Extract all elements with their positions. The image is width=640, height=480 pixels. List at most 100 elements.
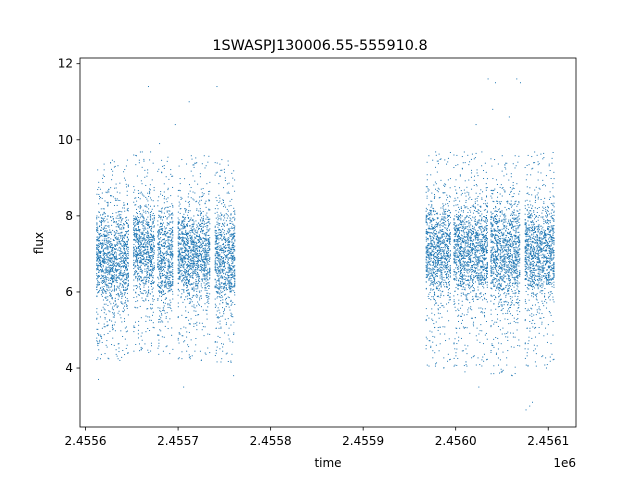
data-point [218,224,220,226]
data-point [202,217,204,219]
data-point [188,279,190,281]
data-point [219,223,221,225]
data-point [125,304,127,306]
data-point [96,249,98,251]
data-point [158,266,160,268]
data-point [111,277,113,279]
data-point [119,253,121,255]
data-point [221,214,223,216]
data-point [207,271,209,273]
data-point [103,289,105,291]
data-point [183,244,185,246]
data-point [123,237,125,239]
data-point [180,243,182,245]
data-point [203,249,205,251]
data-point [116,215,118,217]
data-point [138,244,140,246]
data-point [205,252,207,254]
data-point [202,273,204,275]
data-point [160,291,162,293]
data-point [233,250,235,252]
data-point [218,255,220,257]
data-point [163,269,165,271]
data-point [196,305,198,307]
data-point [106,289,108,291]
data-point [126,203,128,205]
data-point [220,260,222,262]
data-point [97,228,99,230]
data-point [200,251,202,253]
data-point [172,278,174,280]
data-point [171,212,173,214]
data-point [150,247,152,249]
data-point [169,353,171,355]
data-point [115,279,117,281]
data-point [196,288,198,290]
data-point [125,264,127,266]
data-point [99,236,101,238]
data-point [189,252,191,254]
data-point [218,279,220,281]
data-point [178,201,180,203]
data-point [215,286,217,288]
data-point [218,270,220,272]
data-point [198,264,200,266]
data-point [162,321,164,323]
data-point [185,238,187,240]
data-point [230,271,232,273]
data-point [228,192,230,194]
data-point [166,201,168,203]
data-point [146,239,148,241]
data-point [139,229,141,231]
data-point [225,293,227,295]
data-point [217,234,219,236]
data-point [219,265,221,267]
data-point [204,258,206,260]
data-point [145,206,147,208]
data-point [138,343,140,345]
data-point [200,269,202,271]
data-point [97,341,99,343]
data-point [150,303,152,305]
data-point [225,288,227,290]
data-point [207,248,209,250]
data-point [200,212,202,214]
data-point [98,333,100,335]
data-point [165,227,167,229]
data-point [225,257,227,259]
data-point [150,227,152,229]
data-point [136,274,138,276]
data-point [143,290,145,292]
data-point [182,251,184,253]
data-point [124,274,126,276]
data-point [167,269,169,271]
data-point [108,246,110,248]
data-point [101,268,103,270]
data-point [149,244,151,246]
data-point [109,255,111,257]
data-point [231,233,233,235]
data-point [151,240,153,242]
data-point [151,221,153,223]
data-point [100,281,102,283]
data-point [216,291,218,293]
data-point [157,277,159,279]
data-point [221,292,223,294]
data-point [219,238,221,240]
data-point [148,277,150,279]
data-point [218,317,220,319]
data-point [96,215,98,217]
data-point [145,264,147,266]
data-point [107,357,109,359]
data-point [163,191,165,193]
data-point [180,248,182,250]
data-point [214,285,216,287]
data-point [150,252,152,254]
data-point [109,252,111,253]
data-point [103,262,105,264]
data-point [162,255,164,257]
data-point [151,314,153,316]
data-point [101,309,103,311]
data-point [140,206,142,208]
data-point [220,249,222,251]
